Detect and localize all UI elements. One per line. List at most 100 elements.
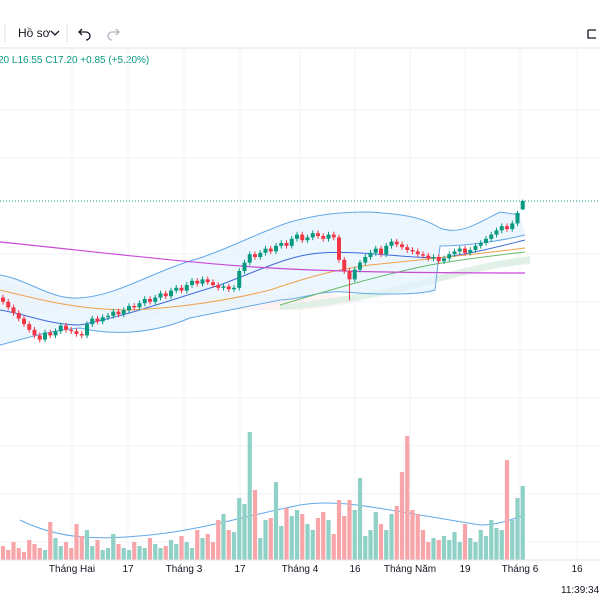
candle-body [32, 329, 37, 336]
candle-body [400, 244, 404, 248]
volume-bar [126, 550, 132, 560]
volume-bar [515, 498, 520, 560]
redo-button[interactable] [107, 28, 120, 41]
candle-body [95, 318, 100, 322]
volume-bar [315, 518, 321, 560]
candle-body [79, 334, 84, 336]
candle-body [221, 286, 226, 288]
candle-body [447, 254, 452, 259]
candle-body [463, 248, 467, 253]
candle-body [27, 324, 32, 330]
x-tick-label: Tháng Hai [49, 564, 95, 575]
candle-body [116, 311, 121, 315]
volume-bar [457, 542, 462, 560]
candle-body [379, 248, 383, 255]
clock: 11:39:34 [561, 585, 600, 596]
ma-green [279, 251, 526, 306]
candle-body [253, 254, 257, 257]
candle-body [58, 325, 63, 332]
candle-body [90, 318, 95, 325]
volume-bar [462, 524, 468, 560]
x-tick-label: Tháng 3 [166, 564, 203, 575]
x-tick-label: 16 [571, 564, 583, 575]
volume-bar [389, 514, 394, 560]
volume-bar [468, 538, 473, 560]
candle-body [410, 250, 415, 252]
x-tick-label: Tháng Năm [384, 564, 436, 575]
volume-bar [95, 540, 100, 560]
bollinger-lower [0, 234, 526, 346]
candle-body [510, 223, 515, 229]
candle-body [74, 331, 79, 334]
volume-bar [63, 542, 69, 560]
candle-body [53, 331, 58, 336]
volume-bar [452, 532, 457, 560]
volume-bar [310, 530, 315, 560]
candle-body [132, 306, 137, 308]
volume-bar [0, 546, 6, 560]
volume-bar [27, 540, 32, 560]
candle-body [142, 299, 147, 304]
volume-bar [279, 526, 284, 560]
candle-body [1, 297, 5, 302]
cloud-red [0, 255, 530, 320]
volume-bar [137, 546, 142, 560]
candle-body [22, 318, 26, 325]
volume-bar [478, 530, 483, 560]
candle-body [11, 307, 16, 313]
volume-bar [84, 530, 90, 560]
candle-body [106, 315, 110, 318]
candle-body [43, 332, 47, 340]
cloud-green [280, 256, 530, 310]
candle-body [337, 237, 341, 260]
volume-bar [263, 520, 268, 560]
candle-body [421, 254, 425, 256]
volume-bar [321, 512, 326, 560]
candle-body [232, 287, 236, 290]
candle-body [16, 313, 21, 319]
candle-body [478, 243, 483, 246]
volume-bar [347, 500, 352, 560]
volume-bar [394, 506, 399, 560]
candle-body [452, 251, 457, 255]
candle-body [489, 234, 494, 239]
candle-body [515, 212, 520, 224]
volume-bar [116, 544, 121, 560]
volume-bar [184, 542, 189, 560]
undo-button[interactable] [78, 28, 91, 41]
volume-bar [147, 538, 153, 560]
candle-body [205, 279, 210, 283]
candle-body [64, 325, 68, 330]
volume-bar [342, 516, 347, 560]
series [0, 199, 525, 560]
volume-bar [163, 546, 168, 560]
toolbar-bg [0, 18, 600, 48]
candle-body [384, 245, 389, 255]
volume-bar [69, 548, 74, 560]
volume-bar [410, 510, 415, 560]
volume-bar [284, 508, 289, 560]
volume-bar [216, 520, 221, 560]
menu-icon[interactable] [587, 29, 596, 39]
volume-bar [174, 544, 179, 560]
chevron[interactable] [50, 30, 60, 36]
volume-bar [132, 542, 137, 560]
x-tick-label: 17 [234, 564, 246, 575]
candle-body [179, 287, 184, 291]
profile-button[interactable]: Hồ sơ [18, 26, 51, 40]
candle-body [174, 287, 179, 291]
volume-bar [221, 514, 226, 560]
candle-body [310, 233, 315, 238]
volume-bar [373, 512, 378, 560]
candle-body [169, 290, 173, 297]
volume-bar [326, 520, 331, 560]
candle-body [426, 255, 431, 259]
candle-body [111, 311, 116, 316]
candle-body [190, 280, 194, 285]
candle-body [415, 251, 420, 255]
candle-body [473, 245, 478, 250]
candle-body [389, 241, 394, 246]
candle-body [211, 282, 215, 285]
volume-bar [247, 432, 252, 560]
volume-bar [205, 534, 210, 560]
